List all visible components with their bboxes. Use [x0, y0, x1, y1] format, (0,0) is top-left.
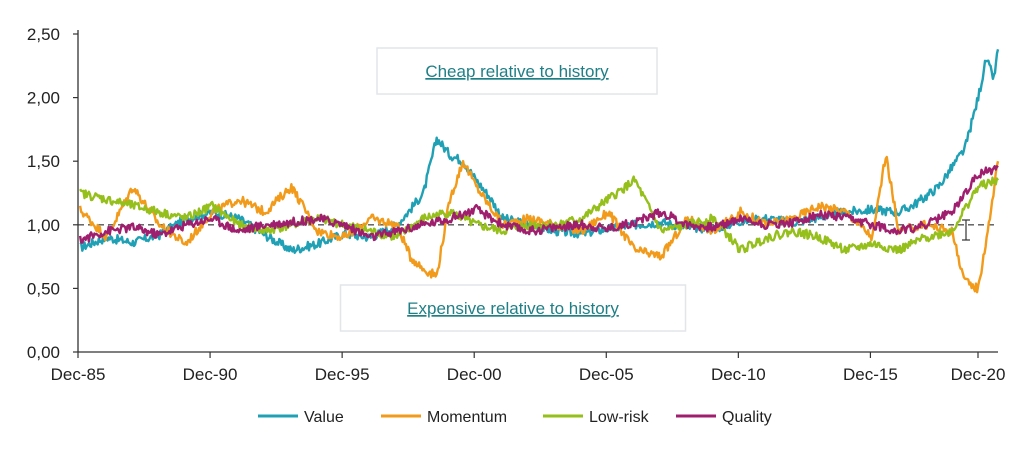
x-tick-label: Dec-85	[51, 365, 106, 384]
legend-label-quality: Quality	[722, 409, 772, 426]
series-line-momentum	[78, 155, 1000, 294]
x-tick-label: Dec-15	[843, 365, 898, 384]
x-tick-label: Dec-20	[951, 365, 1006, 384]
annotation-expensive-text: Expensive relative to history	[407, 299, 619, 318]
x-tick-label: Dec-95	[315, 365, 370, 384]
y-tick-label: 0,00	[27, 343, 60, 362]
x-tick-label: Dec-90	[183, 365, 238, 384]
y-tick-label: 2,50	[27, 25, 60, 44]
y-tick-label: 1,00	[27, 216, 60, 235]
x-tick-label: Dec-05	[579, 365, 634, 384]
legend-label-value: Value	[304, 409, 344, 426]
y-tick-label: 0,50	[27, 279, 60, 298]
annotation-cheap-text: Cheap relative to history	[425, 62, 609, 81]
x-tick-label: Dec-10	[711, 365, 766, 384]
legend-label-low-risk: Low-risk	[589, 409, 650, 426]
y-tick-label: 2,00	[27, 89, 60, 108]
x-tick-label: Dec-00	[447, 365, 502, 384]
legend-label-momentum: Momentum	[427, 409, 507, 426]
annotation-cheap-box	[376, 47, 658, 95]
series-line-quality	[78, 165, 999, 244]
y-tick-label: 1,50	[27, 152, 60, 171]
annotation-expensive-box	[339, 284, 687, 332]
